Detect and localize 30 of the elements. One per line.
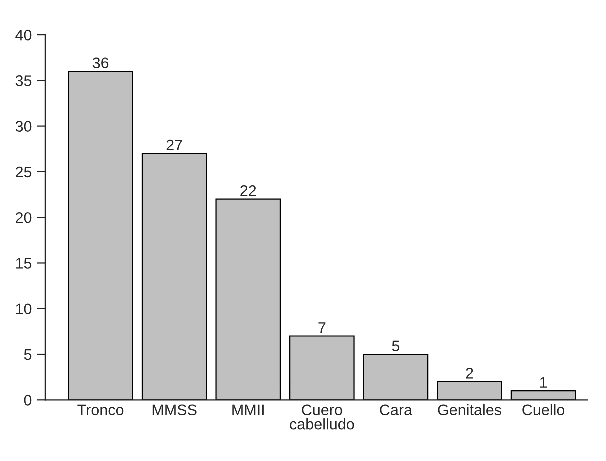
x-tick-label: Cara	[380, 404, 413, 416]
data-label: 22	[240, 186, 256, 196]
y-tick-label: 15	[16, 258, 32, 269]
y-tick-label: 25	[16, 166, 32, 178]
x-tick-label: Tronco	[78, 404, 124, 416]
x-tick-label: Cuero cabelludo	[290, 404, 354, 430]
x-tick-label: MMII	[232, 404, 264, 416]
data-label: 5	[392, 340, 400, 352]
y-tick-label: 40	[16, 30, 32, 41]
data-label: 36	[92, 58, 109, 69]
x-tick-label: Cuello	[522, 404, 565, 416]
bar	[290, 336, 355, 400]
bar	[363, 354, 429, 400]
y-tick-label: 30	[16, 121, 32, 132]
y-tick-label: 20	[16, 212, 32, 224]
y-tick-label: 5	[24, 350, 32, 360]
data-label: 7	[318, 322, 326, 334]
y-tick-label: 0	[24, 395, 32, 406]
x-tick-label: Genitales	[438, 404, 502, 416]
bar	[437, 381, 502, 400]
data-label: 27	[166, 140, 182, 151]
data-label: 1	[540, 377, 548, 388]
y-tick-label: 35	[16, 76, 32, 86]
bar	[142, 153, 208, 400]
bar	[216, 198, 282, 400]
x-tick-label: MMSS	[152, 404, 197, 416]
bar	[510, 390, 576, 400]
y-tick-label: 10	[16, 304, 32, 315]
bar	[68, 70, 134, 400]
data-label: 2	[466, 368, 474, 379]
